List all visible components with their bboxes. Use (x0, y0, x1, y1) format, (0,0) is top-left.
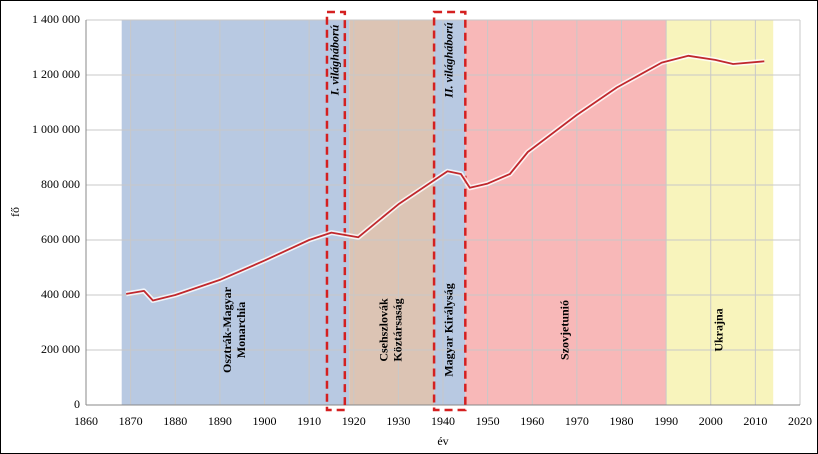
x-tick-label: 2000 (699, 414, 723, 428)
data-line (126, 54, 765, 302)
x-tick-label: 1950 (476, 414, 500, 428)
y-tick-label: 400 000 (41, 287, 80, 301)
y-axis-label: fő (8, 207, 22, 217)
band-label: Ukrajna (711, 308, 725, 351)
y-tick-label: 200 000 (41, 342, 80, 356)
x-tick-label: 1900 (253, 414, 277, 428)
x-tick-label: 1930 (386, 414, 410, 428)
y-tick-label: 0 (74, 397, 80, 411)
x-tick-label: 1880 (163, 414, 187, 428)
y-tick-label: 1 400 000 (32, 12, 80, 26)
war-label: I. világháború (328, 24, 342, 96)
x-tick-label: 2020 (788, 414, 812, 428)
band-label: Magyar Királyság (441, 283, 455, 376)
x-tick-label: 1980 (610, 414, 634, 428)
war-box (432, 10, 467, 412)
x-tick-label: 1890 (208, 414, 232, 428)
band-label: Csehszlovák (376, 298, 390, 362)
war-label: II. világháború (441, 22, 455, 99)
x-tick-label: 1940 (431, 414, 455, 428)
period-band (121, 20, 350, 405)
x-tick-label: 1970 (565, 414, 589, 428)
band-label: Osztrák-Magyar (220, 286, 234, 373)
y-tick-label: 800 000 (41, 177, 80, 191)
x-tick-label: 1860 (74, 414, 98, 428)
x-tick-label: 1990 (654, 414, 678, 428)
period-band (434, 20, 466, 405)
y-tick-label: 1 000 000 (32, 122, 80, 136)
x-tick-label: 1960 (520, 414, 544, 428)
y-tick-label: 1 200 000 (32, 67, 80, 81)
band-label: Szovjetunió (557, 300, 571, 360)
x-tick-label: 2010 (743, 414, 767, 428)
x-tick-label: 1910 (297, 414, 321, 428)
x-tick-label: 1870 (119, 414, 143, 428)
x-axis-label: év (437, 434, 448, 448)
period-band (465, 20, 667, 405)
y-tick-label: 600 000 (41, 232, 80, 246)
x-tick-label: 1920 (342, 414, 366, 428)
band-label: Monarchia (234, 302, 248, 358)
band-label: Köztársaság (390, 298, 404, 361)
